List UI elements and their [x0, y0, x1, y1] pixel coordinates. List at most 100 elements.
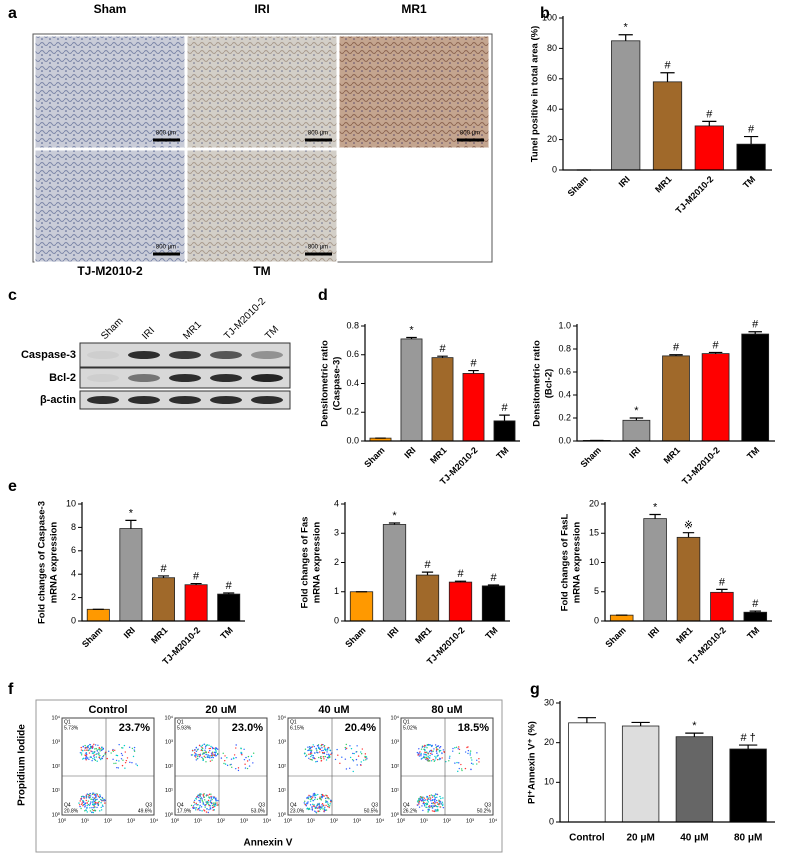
event-dot: [461, 769, 463, 772]
bar: [662, 355, 690, 442]
event-dot: [90, 750, 92, 752]
quadrant-name: Q3: [145, 802, 152, 808]
event-dot: [113, 762, 115, 765]
event-dot: [208, 803, 210, 806]
event-dot: [436, 796, 438, 799]
event-dot: [316, 807, 319, 809]
event-dot: [117, 767, 120, 769]
event-dot: [215, 799, 217, 801]
event-dot: [436, 752, 438, 754]
event-dot: [319, 796, 321, 798]
event-dot: [91, 801, 94, 803]
event-dot: [419, 751, 421, 753]
event-dot: [83, 757, 85, 760]
event-dot: [310, 747, 312, 749]
x-tick-label: IRI: [646, 625, 661, 640]
event-dot: [103, 798, 105, 801]
event-dot: [115, 759, 118, 762]
event-dot: [94, 748, 96, 750]
bar: [431, 357, 454, 442]
event-dot: [85, 754, 87, 757]
event-dot: [418, 748, 420, 750]
error-bar: [577, 717, 597, 723]
event-dot: [95, 753, 97, 756]
event-dot: [360, 764, 362, 767]
event-dot: [202, 801, 204, 803]
event-dot: [326, 751, 328, 753]
error-bar: [682, 532, 695, 538]
event-dot: [102, 747, 105, 750]
event-dot: [197, 754, 199, 756]
event-dot: [422, 796, 424, 799]
event-dot: [424, 744, 426, 747]
event-dot: [96, 793, 98, 795]
event-dot: [93, 751, 95, 754]
event-dot: [320, 755, 322, 758]
event-dot: [98, 800, 100, 803]
event-dot: [458, 752, 461, 755]
event-dot: [199, 754, 201, 757]
group-label: TM: [253, 264, 270, 278]
event-dot: [192, 807, 195, 809]
event-dot: [89, 756, 91, 758]
event-dot: [315, 761, 317, 763]
event-dot: [195, 747, 197, 749]
quadrant-value: 49.6%: [138, 808, 153, 814]
flow-y-tick: 10²: [278, 764, 286, 770]
event-dot: [101, 757, 104, 760]
event-dot: [427, 810, 429, 812]
event-dot: [323, 810, 325, 812]
event-dot: [199, 800, 201, 802]
event-dot: [87, 746, 89, 749]
event-dot: [422, 756, 425, 759]
event-dot: [92, 802, 94, 804]
event-dot: [194, 803, 196, 805]
blot-band: [128, 351, 160, 359]
event-dot: [82, 749, 84, 752]
event-dot: [205, 751, 208, 754]
event-dot: [88, 748, 91, 750]
flow-x-tick: 10⁰: [284, 817, 293, 824]
y-tick-label: 100: [542, 12, 557, 22]
y-tick-label: 0.8: [346, 320, 359, 330]
event-dot: [426, 757, 429, 760]
x-tick-label: TM: [494, 445, 510, 461]
event-dot: [349, 756, 352, 759]
event-dot: [207, 799, 210, 802]
event-dot: [91, 750, 93, 753]
event-dot: [216, 802, 218, 804]
event-dot: [312, 803, 314, 806]
event-dot: [421, 746, 424, 748]
flow-y-tick: 10³: [52, 740, 60, 746]
event-dot: [317, 810, 319, 812]
y-tick-label: 4: [334, 498, 339, 508]
event-dot: [207, 751, 210, 754]
flow-title: 20 uM: [205, 704, 236, 716]
flow-y-tick: 10¹: [165, 788, 173, 794]
significance-mark: *: [653, 501, 658, 513]
event-dot: [439, 758, 442, 760]
event-dot: [423, 799, 425, 802]
event-dot: [445, 760, 447, 763]
event-dot: [318, 807, 321, 809]
event-dot: [215, 804, 217, 806]
event-dot: [199, 801, 201, 803]
event-dot: [327, 805, 329, 808]
event-dot: [330, 753, 332, 755]
event-dot: [199, 793, 201, 796]
event-dot: [203, 752, 205, 755]
event-dot: [200, 749, 202, 752]
event-dot: [136, 764, 139, 767]
event-dot: [430, 802, 433, 805]
event-dot: [94, 809, 96, 811]
event-dot: [439, 749, 442, 752]
event-dot: [435, 757, 437, 759]
event-dot: [329, 803, 331, 805]
blot-band: [87, 396, 119, 404]
flow-y-tick: 10⁴: [391, 714, 400, 721]
event-dot: [126, 757, 129, 759]
event-dot: [85, 756, 87, 759]
event-dot: [211, 746, 214, 749]
y-tick-label: 0.4: [346, 378, 359, 388]
significance-mark: #: [490, 572, 497, 584]
